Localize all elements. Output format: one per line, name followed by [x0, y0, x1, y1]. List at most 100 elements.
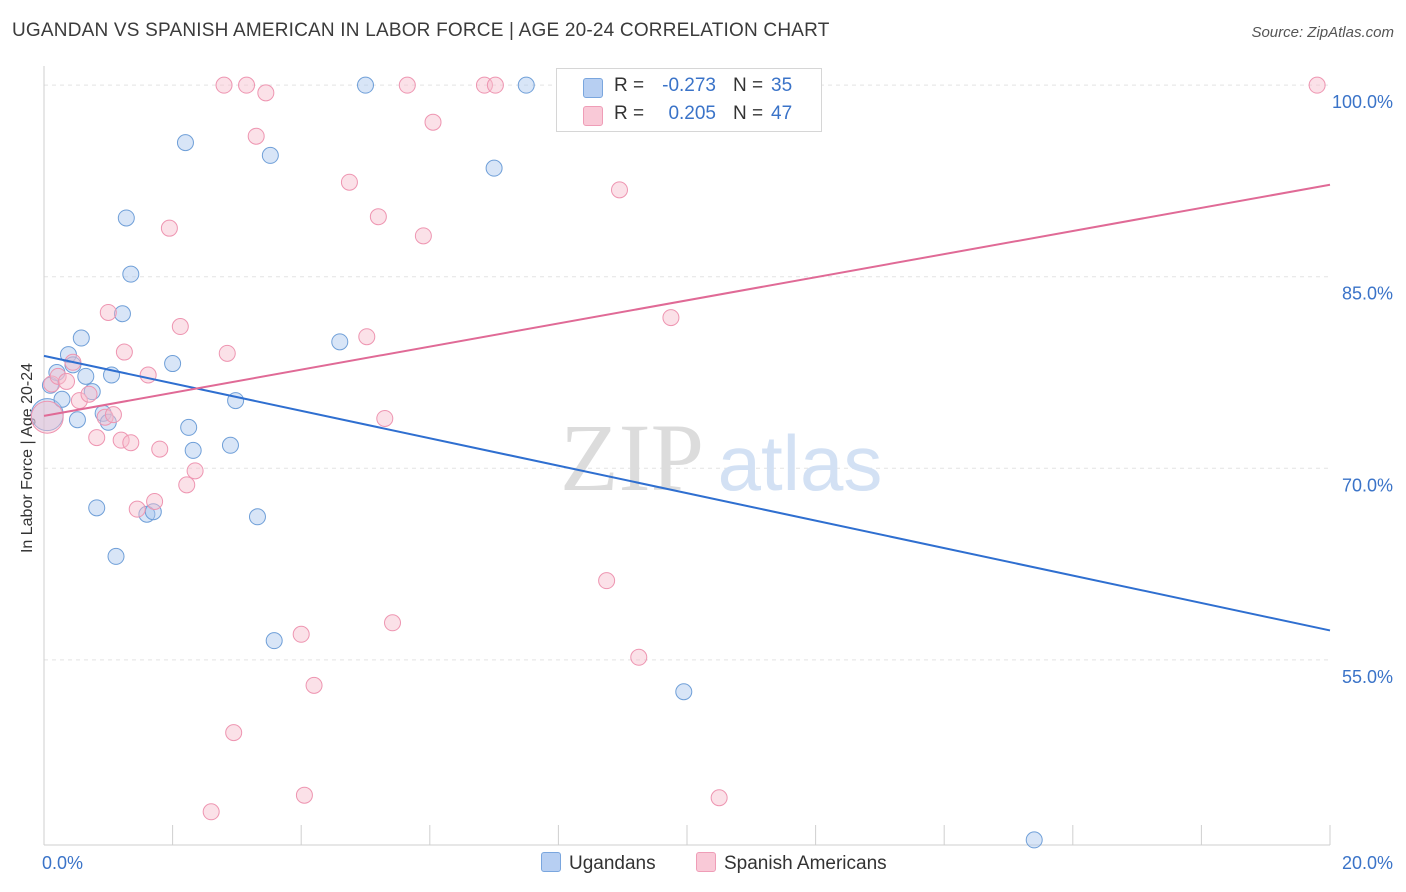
x-tick-label: 0.0%: [42, 853, 83, 873]
axes: [43, 66, 1331, 846]
spanish-american-point: [630, 648, 648, 666]
ugandan-trend-line: [43, 354, 1331, 632]
legend-swatch-pink: [583, 106, 603, 126]
spanish-american-point: [598, 572, 616, 590]
tick-labels: 100.0% 85.0% 70.0% 55.0% 0.0% 20.0%: [42, 92, 1393, 873]
spanish-american-point: [414, 227, 432, 245]
spanish-american-point: [122, 434, 140, 452]
y-tick-label: 85.0%: [1342, 284, 1393, 304]
data-points: [30, 76, 1326, 849]
spanish-american-point: [115, 343, 133, 361]
spanish-american-point: [202, 803, 220, 821]
ugandan-point: [265, 632, 283, 650]
spanish-american-point: [662, 309, 680, 327]
ugandan-point: [1025, 831, 1043, 849]
legend-n-label: N =: [733, 75, 764, 96]
spanish-american-point: [424, 113, 442, 131]
ugandan-point: [184, 441, 202, 459]
ugandan-point: [113, 305, 131, 323]
spanish-american-point: [30, 400, 64, 434]
legend-n-label: N =: [733, 103, 764, 124]
legend-row-spanish-americans: R = 0.205 N = 47: [557, 99, 821, 129]
ugandan-point: [83, 383, 101, 401]
ugandan-point: [517, 76, 535, 94]
spanish-american-point: [1308, 76, 1326, 94]
y-tick-label: 70.0%: [1342, 475, 1393, 495]
spanish-american-point: [398, 76, 416, 94]
spanish-american-point: [104, 406, 122, 424]
watermark: ZIP atlas: [560, 404, 882, 511]
correlation-legend: R = -0.273 N = 35 R = 0.205 N = 47: [556, 68, 822, 132]
watermark-atlas: atlas: [718, 419, 883, 507]
spanish-american-point: [151, 440, 169, 458]
ugandan-point: [117, 209, 135, 227]
spanish-american-point: [49, 367, 67, 385]
gridlines: [44, 84, 1330, 661]
spanish-american-point: [305, 676, 323, 694]
spanish-american-point: [369, 208, 387, 226]
spanish-american-point: [340, 173, 358, 191]
legend-r-value: 0.205: [668, 103, 716, 124]
ugandan-point: [68, 411, 86, 429]
spanish-american-point: [112, 431, 130, 449]
spanish-american-point: [88, 429, 106, 447]
spanish-american-point: [160, 219, 178, 237]
spanish-american-trend-line: [43, 183, 1331, 417]
spanish-american-point: [171, 318, 189, 336]
spanish-american-point: [128, 500, 146, 518]
legend-swatch-blue: [583, 78, 603, 98]
ugandan-point: [107, 547, 125, 565]
spanish-american-point: [295, 786, 313, 804]
spanish-american-point: [710, 789, 728, 807]
y-tick-label: 55.0%: [1342, 667, 1393, 687]
bottom-legend-label: Ugandans: [569, 853, 656, 874]
ugandan-point: [357, 76, 374, 94]
spanish-american-point: [238, 76, 256, 94]
ugandan-point: [261, 146, 279, 164]
legend-n-value: 47: [771, 103, 793, 124]
spanish-american-point: [376, 409, 394, 427]
chart-title: UGANDAN VS SPANISH AMERICAN IN LABOR FOR…: [12, 20, 830, 41]
spanish-american-point: [257, 84, 275, 102]
spanish-american-point: [218, 344, 236, 362]
legend-row-ugandans: R = -0.273 N = 35: [557, 71, 821, 101]
chart-source: Source: ZipAtlas.com: [1251, 24, 1394, 41]
ugandan-point: [88, 499, 106, 517]
ugandan-point: [331, 333, 349, 351]
ugandan-point: [248, 508, 266, 526]
spanish-american-point: [486, 76, 504, 94]
bottom-legend-swatch-blue: [541, 852, 561, 872]
bottom-legend-label: Spanish Americans: [724, 853, 887, 874]
ugandan-point: [77, 367, 95, 385]
ugandan-point: [53, 390, 71, 408]
y-tick-label: 100.0%: [1332, 92, 1393, 112]
x-tick-label: 20.0%: [1342, 853, 1393, 873]
ugandan-point: [176, 134, 194, 152]
bottom-legend-ugandans: Ugandans: [541, 852, 656, 876]
spanish-american-point: [186, 462, 204, 480]
spanish-american-point: [247, 127, 265, 145]
legend-n-value: 35: [771, 75, 793, 96]
ugandan-point: [221, 436, 239, 454]
legend-r-label: R =: [614, 103, 645, 124]
ugandan-point: [164, 355, 182, 373]
legend-r-label: R =: [614, 75, 645, 96]
ugandan-point: [122, 265, 140, 283]
spanish-american-point: [384, 614, 402, 632]
ugandan-point: [180, 418, 198, 436]
spanish-american-point: [225, 724, 243, 742]
trend-lines: [43, 183, 1331, 632]
ugandan-point: [675, 683, 693, 701]
spanish-american-point: [99, 303, 117, 321]
spanish-american-point: [358, 328, 376, 346]
spanish-american-point: [146, 492, 164, 510]
spanish-american-point: [610, 181, 628, 199]
spanish-american-point: [178, 476, 196, 494]
bottom-legend-spanish-americans: Spanish Americans: [696, 852, 887, 876]
ugandan-point: [72, 329, 90, 347]
bottom-legend-swatch-pink: [696, 852, 716, 872]
spanish-american-point: [58, 372, 76, 390]
spanish-american-point: [292, 625, 310, 643]
spanish-american-point: [80, 385, 98, 403]
